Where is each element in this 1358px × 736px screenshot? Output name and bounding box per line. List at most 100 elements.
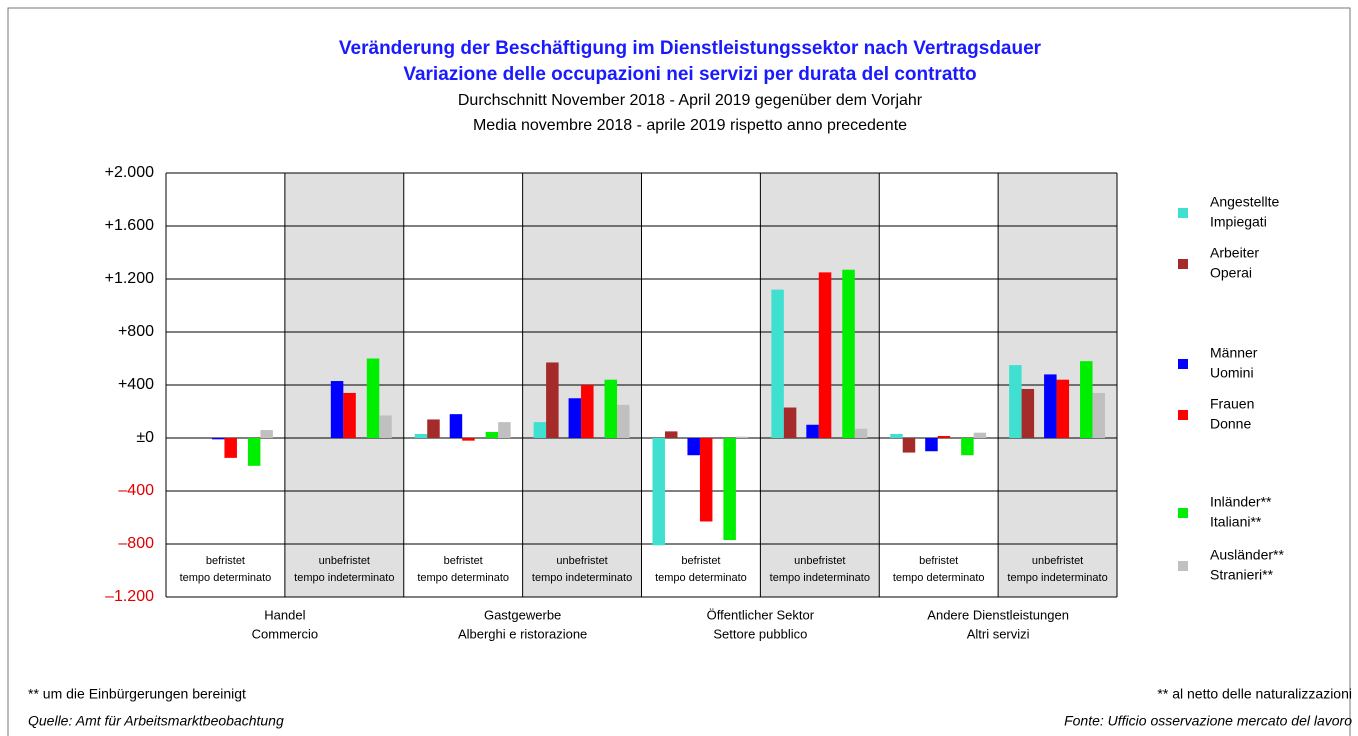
bar	[783, 407, 797, 438]
bar	[723, 438, 736, 541]
y-tick-label: –400	[118, 482, 154, 499]
y-tick-label: +1.600	[105, 217, 154, 234]
bar	[973, 432, 987, 438]
slot-label: unbefristet	[1032, 555, 1083, 567]
bar	[533, 422, 547, 438]
y-tick-label: ±0	[136, 429, 154, 446]
slot-label: tempo indeterminato	[294, 572, 394, 584]
slot-label: tempo determinato	[417, 572, 509, 584]
legend-swatch	[1178, 359, 1188, 369]
legend-label: Männer	[1210, 345, 1258, 361]
bar	[546, 362, 559, 438]
slot-label: tempo indeterminato	[1007, 572, 1107, 584]
legend-label: Inländer**	[1210, 494, 1272, 510]
bar	[1092, 392, 1106, 438]
bar	[937, 436, 951, 438]
y-tick-label: +2.000	[105, 164, 154, 181]
bar	[330, 381, 344, 438]
bar	[664, 431, 678, 438]
group-label: Öffentlicher Sektor	[707, 607, 815, 622]
legend-label: Ausländer**	[1210, 547, 1284, 563]
slot-label: unbefristet	[794, 555, 845, 567]
group-label: Settore pubblico	[713, 626, 807, 641]
group-label: Handel	[264, 607, 305, 622]
y-tick-label: –800	[118, 535, 154, 552]
slot-label: unbefristet	[319, 555, 370, 567]
chart-subtitle: Durchschnitt November 2018 - April 2019 …	[458, 92, 923, 109]
bar	[699, 438, 713, 522]
slot-label: befristet	[444, 555, 483, 567]
slot-label: befristet	[919, 555, 958, 567]
chart-title: Variazione delle occupazioni nei servizi…	[403, 64, 976, 85]
chart-title: Veränderung der Beschäftigung im Dienstl…	[339, 38, 1042, 59]
bar	[1021, 388, 1035, 438]
bar	[1009, 365, 1022, 438]
bar	[925, 438, 938, 452]
y-tick-label: +1.200	[105, 270, 154, 287]
bar	[414, 434, 428, 438]
y-tick-label: +800	[118, 323, 154, 340]
legend-swatch	[1178, 410, 1188, 420]
bar	[735, 436, 749, 438]
legend-label: Arbeiter	[1210, 245, 1259, 261]
legend-label: Donne	[1210, 416, 1251, 432]
footnote: ** um die Einbürgerungen bereinigt	[28, 686, 246, 702]
bar	[818, 272, 832, 438]
bar	[890, 434, 903, 438]
y-tick-label: +400	[118, 376, 154, 393]
legend-swatch	[1178, 561, 1188, 571]
bar	[498, 422, 511, 438]
legend-label: Stranieri**	[1210, 567, 1274, 583]
legend-label: Angestellte	[1210, 194, 1279, 210]
slot-label: befristet	[681, 555, 720, 567]
group-label: Commercio	[252, 626, 318, 641]
legend-label: Operai	[1210, 265, 1252, 281]
legend-swatch	[1178, 208, 1188, 218]
source: Fonte: Ufficio osservazione mercato del …	[1064, 713, 1352, 729]
bar	[1080, 361, 1093, 438]
chart-subtitle: Media novembre 2018 - aprile 2019 rispet…	[473, 117, 907, 134]
slot-label: tempo determinato	[180, 572, 272, 584]
bar	[449, 414, 463, 438]
bar	[902, 438, 916, 453]
group-label: Andere Dienstleistungen	[927, 607, 1069, 622]
bar	[604, 379, 618, 438]
bar	[211, 438, 225, 440]
bar	[485, 432, 499, 438]
bar	[366, 358, 380, 438]
bar	[1056, 379, 1070, 438]
bar	[581, 385, 594, 438]
slot-label: tempo indeterminato	[770, 572, 870, 584]
bar	[854, 428, 868, 438]
footnote: ** al netto delle naturalizzazioni	[1157, 686, 1352, 702]
group-label: Alberghi e ristorazione	[458, 626, 587, 641]
slot-label: tempo determinato	[655, 572, 747, 584]
legend-label: Italiani**	[1210, 514, 1262, 530]
bar	[617, 404, 630, 438]
bar	[462, 438, 475, 441]
bar	[247, 438, 261, 466]
legend-label: Uomini	[1210, 365, 1254, 381]
slot-label: unbefristet	[556, 555, 607, 567]
frame	[7, 7, 1351, 736]
source: Quelle: Amt für Arbeitsmarktbeobachtung	[28, 713, 284, 729]
bar	[806, 424, 819, 438]
group-label: Altri servizi	[967, 626, 1030, 641]
slot-label: befristet	[206, 555, 245, 567]
y-tick-label: –1.200	[105, 588, 154, 605]
bar	[842, 269, 855, 438]
bar	[427, 419, 440, 438]
group-label: Gastgewerbe	[484, 607, 561, 622]
legend-swatch	[1178, 508, 1188, 518]
slot-label: tempo indeterminato	[532, 572, 632, 584]
legend-label: Impiegati	[1210, 214, 1267, 230]
bar	[260, 430, 273, 438]
legend-label: Frauen	[1210, 396, 1254, 412]
legend-swatch	[1178, 259, 1188, 269]
slot-label: tempo determinato	[893, 572, 985, 584]
bar	[687, 438, 700, 456]
bar	[379, 415, 392, 438]
bar	[1044, 374, 1057, 438]
bar	[343, 392, 356, 438]
